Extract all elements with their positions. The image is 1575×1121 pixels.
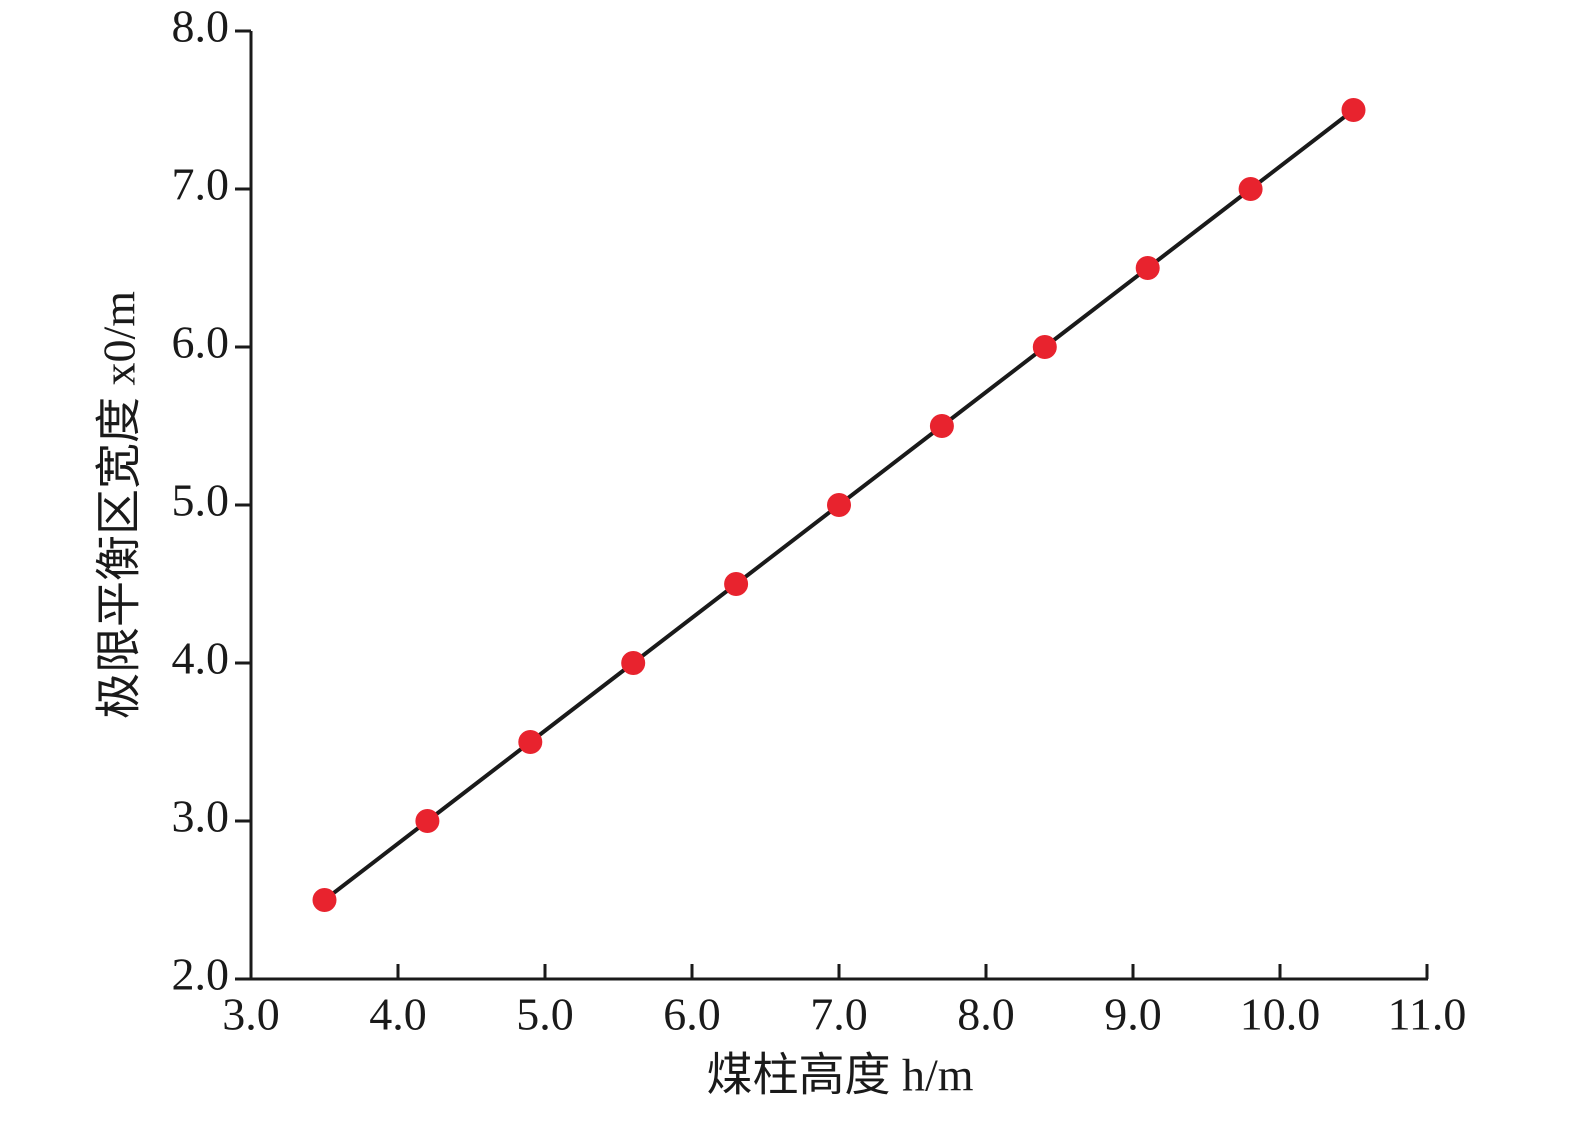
y-tick-label: 4.0 bbox=[172, 633, 230, 684]
data-point bbox=[827, 493, 851, 517]
x-tick-label: 11.0 bbox=[1388, 989, 1467, 1040]
x-tick-label: 8.0 bbox=[957, 989, 1015, 1040]
y-tick-label: 6.0 bbox=[172, 317, 230, 368]
x-tick-label: 6.0 bbox=[663, 989, 721, 1040]
x-axis-label: 煤柱高度 h/m bbox=[706, 1050, 973, 1101]
x-tick-label: 9.0 bbox=[1104, 989, 1162, 1040]
y-tick-label: 5.0 bbox=[172, 475, 230, 526]
data-point bbox=[415, 809, 440, 833]
data-point bbox=[1032, 335, 1057, 359]
data-point bbox=[1238, 177, 1263, 201]
x-tick-label: 4.0 bbox=[369, 989, 427, 1040]
data-point bbox=[312, 888, 337, 912]
data-point bbox=[1135, 256, 1160, 280]
y-tick-label: 8.0 bbox=[172, 1, 230, 52]
y-axis-label: 极限平衡区宽度 x0/m bbox=[94, 291, 145, 719]
y-tick-label: 3.0 bbox=[172, 791, 230, 842]
data-point bbox=[1341, 98, 1366, 122]
y-tick-label: 7.0 bbox=[172, 159, 230, 210]
data-point bbox=[518, 730, 543, 754]
x-tick-label: 10.0 bbox=[1240, 989, 1321, 1040]
data-point bbox=[621, 651, 646, 675]
x-tick-label: 5.0 bbox=[516, 989, 574, 1040]
x-tick-label: 3.0 bbox=[222, 989, 280, 1040]
data-point bbox=[724, 572, 749, 596]
x-tick-label: 7.0 bbox=[810, 989, 868, 1040]
y-tick-label: 2.0 bbox=[172, 949, 230, 1000]
data-point bbox=[929, 414, 954, 438]
